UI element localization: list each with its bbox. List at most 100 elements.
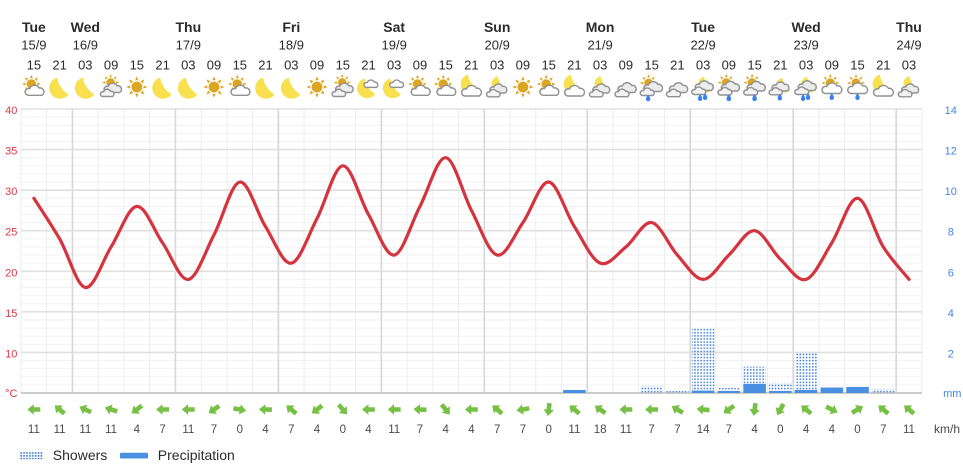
svg-text:Sat: Sat: [383, 19, 405, 35]
svg-text:11: 11: [105, 424, 117, 436]
svg-text:21/9: 21/9: [587, 37, 612, 52]
svg-text:23/9: 23/9: [793, 37, 818, 52]
svg-text:Sun: Sun: [484, 19, 510, 35]
svg-text:0: 0: [340, 424, 346, 436]
svg-text:03: 03: [387, 58, 401, 73]
svg-text:19/9: 19/9: [382, 37, 407, 52]
svg-text:15: 15: [850, 58, 864, 73]
svg-text:03: 03: [696, 58, 710, 73]
svg-text:11: 11: [388, 424, 400, 436]
svg-text:21: 21: [876, 58, 890, 73]
svg-text:mm: mm: [943, 388, 961, 400]
svg-text:15: 15: [5, 308, 17, 320]
svg-text:09: 09: [104, 58, 118, 73]
svg-text:Precipitation: Precipitation: [158, 447, 235, 463]
svg-text:7: 7: [494, 424, 500, 436]
svg-text:03: 03: [799, 58, 813, 73]
svg-text:10: 10: [5, 348, 17, 360]
svg-text:21: 21: [52, 58, 66, 73]
svg-text:03: 03: [593, 58, 607, 73]
svg-text:25: 25: [5, 227, 17, 239]
svg-text:15/9: 15/9: [21, 37, 46, 52]
svg-text:12: 12: [945, 146, 957, 158]
svg-text:7: 7: [674, 424, 680, 436]
svg-text:4: 4: [803, 424, 810, 436]
svg-text:11: 11: [568, 424, 580, 436]
svg-text:15: 15: [233, 58, 247, 73]
svg-text:7: 7: [211, 424, 217, 436]
svg-text:4: 4: [948, 308, 954, 320]
svg-text:24/9: 24/9: [896, 37, 921, 52]
svg-text:7: 7: [288, 424, 294, 436]
svg-text:km/h: km/h: [934, 422, 960, 436]
svg-text:09: 09: [722, 58, 736, 73]
svg-text:16/9: 16/9: [73, 37, 98, 52]
svg-text:Tue: Tue: [22, 19, 46, 35]
svg-text:11: 11: [28, 424, 40, 436]
svg-text:09: 09: [310, 58, 324, 73]
svg-text:10: 10: [945, 186, 957, 198]
svg-text:4: 4: [468, 424, 475, 436]
svg-text:11: 11: [903, 424, 915, 436]
svg-text:22/9: 22/9: [690, 37, 715, 52]
svg-text:Tue: Tue: [691, 19, 715, 35]
svg-text:09: 09: [413, 58, 427, 73]
svg-text:09: 09: [516, 58, 530, 73]
svg-text:03: 03: [181, 58, 195, 73]
svg-text:15: 15: [644, 58, 658, 73]
svg-text:15: 15: [27, 58, 41, 73]
svg-text:4: 4: [134, 424, 141, 436]
svg-text:09: 09: [619, 58, 633, 73]
svg-text:Mon: Mon: [586, 19, 615, 35]
svg-text:7: 7: [726, 424, 732, 436]
svg-text:11: 11: [182, 424, 194, 436]
svg-text:18: 18: [594, 424, 607, 436]
svg-text:40: 40: [5, 105, 17, 117]
svg-text:15: 15: [438, 58, 452, 73]
svg-text:Wed: Wed: [791, 19, 820, 35]
svg-text:15: 15: [747, 58, 761, 73]
svg-text:4: 4: [365, 424, 372, 436]
svg-text:09: 09: [825, 58, 839, 73]
svg-text:03: 03: [284, 58, 298, 73]
svg-text:11: 11: [620, 424, 632, 436]
svg-text:18/9: 18/9: [279, 37, 304, 52]
svg-text:21: 21: [258, 58, 272, 73]
svg-text:4: 4: [829, 424, 836, 436]
svg-text:°C: °C: [5, 388, 17, 400]
svg-text:21: 21: [361, 58, 375, 73]
svg-text:0: 0: [237, 424, 243, 436]
svg-text:Thu: Thu: [175, 19, 201, 35]
svg-text:Showers: Showers: [53, 447, 107, 463]
svg-text:0: 0: [854, 424, 860, 436]
svg-text:21: 21: [567, 58, 581, 73]
svg-text:2: 2: [948, 348, 954, 360]
svg-text:15: 15: [336, 58, 350, 73]
svg-text:35: 35: [5, 146, 17, 158]
svg-text:7: 7: [520, 424, 526, 436]
svg-text:7: 7: [648, 424, 654, 436]
svg-text:4: 4: [262, 424, 269, 436]
svg-text:11: 11: [79, 424, 91, 436]
svg-text:Thu: Thu: [896, 19, 922, 35]
svg-text:8: 8: [948, 227, 954, 239]
svg-text:30: 30: [5, 186, 17, 198]
svg-text:4: 4: [314, 424, 321, 436]
svg-text:20/9: 20/9: [485, 37, 510, 52]
svg-text:Wed: Wed: [71, 19, 100, 35]
svg-text:0: 0: [545, 424, 551, 436]
svg-text:15: 15: [130, 58, 144, 73]
svg-text:03: 03: [78, 58, 92, 73]
svg-text:21: 21: [670, 58, 684, 73]
svg-text:Fri: Fri: [282, 19, 300, 35]
svg-text:21: 21: [464, 58, 478, 73]
svg-text:7: 7: [880, 424, 886, 436]
svg-text:0: 0: [777, 424, 783, 436]
svg-text:09: 09: [207, 58, 221, 73]
svg-text:7: 7: [159, 424, 165, 436]
svg-text:03: 03: [490, 58, 504, 73]
svg-text:6: 6: [948, 267, 954, 279]
svg-text:20: 20: [5, 267, 17, 279]
svg-text:7: 7: [417, 424, 423, 436]
svg-text:17/9: 17/9: [176, 37, 201, 52]
